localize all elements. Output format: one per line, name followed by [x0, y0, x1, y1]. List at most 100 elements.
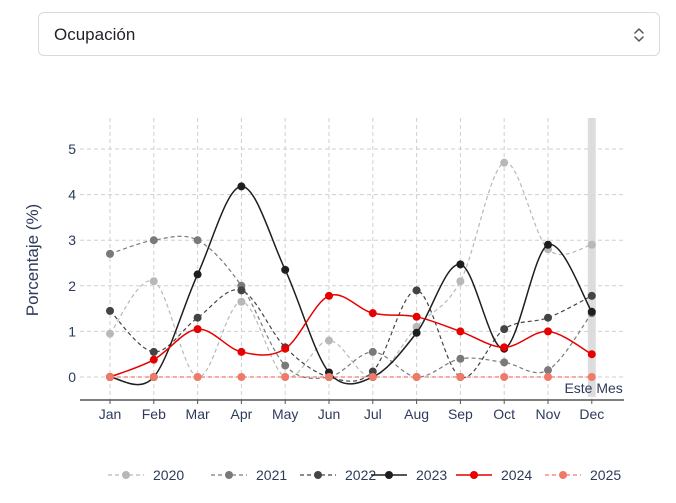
x-tick-label: Feb [142, 406, 166, 422]
data-point-2024[interactable] [237, 347, 246, 356]
data-point-2022[interactable] [544, 313, 552, 322]
y-tick-label: 1 [68, 323, 76, 339]
legend-label: 2022 [345, 467, 376, 483]
data-point-2024[interactable] [281, 344, 290, 353]
series-line-2024 [109, 293, 593, 378]
legend-item-2022[interactable]: 2022 [300, 467, 376, 483]
data-point-2024[interactable] [368, 309, 377, 318]
data-point-2025[interactable] [456, 373, 465, 381]
x-tick-label: Jul [364, 406, 382, 422]
x-tick-label: Sep [448, 406, 473, 422]
legend-swatch-marker [225, 471, 233, 479]
data-point-2024[interactable] [500, 343, 509, 352]
data-point-2025[interactable] [237, 373, 246, 381]
data-point-2025[interactable] [325, 373, 333, 381]
data-point-2023[interactable] [412, 328, 421, 337]
legend-swatch-marker [314, 471, 322, 479]
data-point-2025[interactable] [368, 373, 377, 381]
data-point-2025[interactable] [281, 373, 290, 381]
x-tick-label: Jan [99, 406, 122, 422]
x-tick-label: Jun [318, 406, 341, 422]
x-tick-label: Mar [186, 406, 210, 422]
data-point-2024[interactable] [456, 327, 465, 336]
y-axis-label: Porcentaje (%) [23, 204, 42, 316]
legend-item-2020[interactable]: 2020 [108, 467, 184, 483]
legend-item-2023[interactable]: 2023 [371, 467, 447, 483]
series-2023 [106, 182, 596, 386]
data-point-2024[interactable] [193, 325, 202, 334]
x-tick-label: Nov [536, 406, 561, 422]
data-point-2025[interactable] [193, 373, 202, 381]
data-point-2020[interactable] [149, 277, 158, 286]
data-point-2020[interactable] [106, 329, 114, 338]
data-point-2020[interactable] [325, 336, 333, 345]
metric-select[interactable]: Ocupación [38, 12, 660, 56]
legend-label: 2025 [590, 467, 621, 483]
x-tick-label: May [272, 406, 298, 422]
x-tick-label: Apr [231, 406, 253, 422]
series-line-2021 [109, 235, 593, 380]
data-point-2025[interactable] [412, 373, 421, 381]
data-point-2023[interactable] [544, 240, 552, 249]
data-point-2025[interactable] [500, 373, 509, 381]
data-point-2022[interactable] [500, 325, 509, 334]
x-tick-label: Oct [493, 406, 515, 422]
data-point-2022[interactable] [149, 347, 158, 356]
x-tick-label: Aug [404, 406, 429, 422]
legend-swatch-marker [470, 471, 478, 479]
data-point-2021[interactable] [281, 361, 290, 370]
data-point-2020[interactable] [456, 277, 465, 286]
data-point-2021[interactable] [544, 366, 552, 375]
legend-item-2025[interactable]: 2025 [545, 467, 621, 483]
data-point-2024[interactable] [544, 327, 552, 336]
current-month-highlight [587, 118, 596, 397]
data-point-2023[interactable] [193, 270, 202, 279]
data-point-2022[interactable] [193, 313, 202, 322]
data-point-2025[interactable] [106, 373, 114, 381]
data-point-2024[interactable] [149, 355, 158, 364]
y-tick-label: 4 [68, 187, 76, 203]
y-tick-label: 2 [68, 278, 76, 294]
data-point-2020[interactable] [500, 158, 509, 167]
y-tick-label: 0 [68, 369, 76, 385]
data-point-2025[interactable] [149, 373, 158, 381]
data-point-2020[interactable] [237, 297, 246, 306]
series-line-2023 [109, 185, 593, 386]
data-point-2021[interactable] [368, 347, 377, 356]
data-point-2021[interactable] [193, 236, 202, 245]
data-point-2022[interactable] [106, 306, 114, 315]
data-point-2022[interactable] [368, 367, 377, 376]
data-point-2021[interactable] [456, 354, 465, 363]
legend-label: 2023 [416, 467, 447, 483]
y-tick-label: 5 [68, 141, 76, 157]
y-tick-label: 3 [68, 232, 76, 248]
data-point-2023[interactable] [237, 182, 246, 191]
data-point-2023[interactable] [281, 265, 290, 274]
data-point-2024[interactable] [412, 312, 421, 321]
data-point-2021[interactable] [106, 249, 114, 258]
series-line-2020 [109, 162, 592, 379]
legend-swatch-marker [122, 471, 130, 479]
data-point-2023[interactable] [587, 307, 596, 316]
data-point-2024[interactable] [325, 291, 333, 300]
data-point-2020[interactable] [587, 240, 596, 249]
data-point-2021[interactable] [149, 236, 158, 245]
current-month-annotation: Este Mes [564, 380, 622, 396]
data-point-2022[interactable] [237, 286, 246, 295]
data-point-2024[interactable] [587, 350, 596, 359]
data-point-2025[interactable] [544, 373, 552, 381]
data-point-2022[interactable] [412, 286, 421, 295]
data-point-2022[interactable] [587, 291, 596, 300]
legend-swatch-marker [559, 471, 567, 479]
chevron-up-down-icon [633, 25, 645, 45]
data-point-2023[interactable] [456, 260, 465, 269]
legend-label: 2021 [256, 467, 287, 483]
legend-item-2024[interactable]: 2024 [456, 467, 532, 483]
legend-label: 2024 [501, 467, 532, 483]
x-tick-label: Dec [579, 406, 604, 422]
data-point-2025[interactable] [587, 373, 596, 381]
legend-item-2021[interactable]: 2021 [211, 467, 287, 483]
series-2024 [106, 291, 596, 381]
data-point-2021[interactable] [500, 358, 509, 367]
